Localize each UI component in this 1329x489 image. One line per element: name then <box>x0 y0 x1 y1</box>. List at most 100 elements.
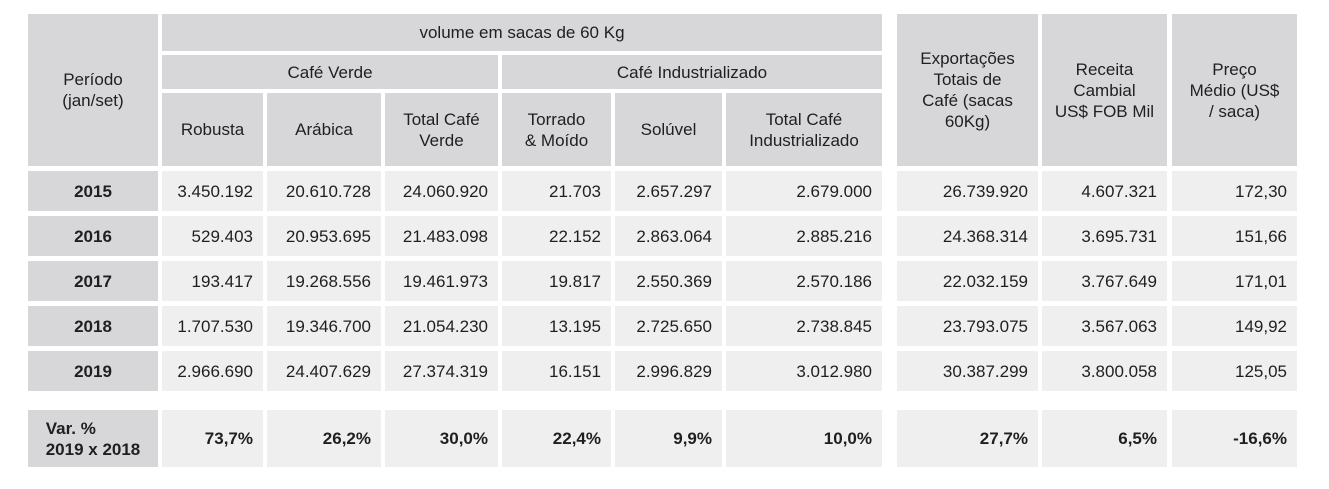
table-cell-soluvel: 2.996.829 <box>615 351 722 391</box>
variation-label: Var. % 2019 x 2018 <box>28 410 158 467</box>
table-cell-exportacoes-text: 22.032.159 <box>942 271 1028 291</box>
table-cell-torrado: 21.703 <box>502 171 611 211</box>
variation-cell-receita-text: 6,5% <box>1118 429 1157 448</box>
row-period-text: 2017 <box>74 271 112 291</box>
header-cafe-verde: Café Verde <box>162 55 498 89</box>
table-cell-preco-text: 125,05 <box>1235 361 1287 381</box>
table-cell-receita: 3.567.063 <box>1042 306 1167 346</box>
variation-cell-total-verde: 30,0% <box>385 410 498 467</box>
table-cell-arabica-text: 19.346.700 <box>285 316 371 336</box>
row-period: 2017 <box>28 261 158 301</box>
variation-cell-exportacoes: 27,7% <box>897 410 1038 467</box>
variation-cell-robusta-text: 73,7% <box>204 429 253 448</box>
variation-cell-soluvel: 9,9% <box>615 410 722 467</box>
variation-cell-total-verde-text: 30,0% <box>439 429 488 448</box>
table-cell-total-verde: 19.461.973 <box>385 261 498 301</box>
row-period: 2016 <box>28 216 158 256</box>
table-cell-robusta-text: 2.966.690 <box>177 361 253 381</box>
header-robusta-text: Robusta <box>180 120 245 139</box>
table-cell-robusta-text: 3.450.192 <box>177 181 253 201</box>
table-cell-exportacoes: 24.368.314 <box>897 216 1038 256</box>
table-cell-total-ind: 2.885.216 <box>726 216 882 256</box>
table-cell-arabica: 20.953.695 <box>267 216 381 256</box>
header-arabica: Arábica <box>267 93 381 166</box>
header-total-cafe-verde: Total Café Verde <box>385 93 498 166</box>
table-cell-total-ind-text: 2.885.216 <box>796 226 872 246</box>
table-cell-preco-text: 151,66 <box>1235 226 1287 246</box>
table-cell-robusta: 3.450.192 <box>162 171 263 211</box>
table-cell-receita-text: 3.767.649 <box>1081 271 1157 291</box>
table-cell-total-ind-text: 2.570.186 <box>796 271 872 291</box>
table-cell-preco: 172,30 <box>1172 171 1297 211</box>
table-cell-arabica: 24.407.629 <box>267 351 381 391</box>
variation-cell-preco: -16,6% <box>1172 410 1297 467</box>
table-cell-arabica: 19.346.700 <box>267 306 381 346</box>
table-cell-arabica-text: 20.953.695 <box>285 226 371 246</box>
table-cell-arabica-text: 20.610.728 <box>285 181 371 201</box>
table-cell-robusta-text: 193.417 <box>191 271 253 291</box>
header-total-cafe-industrializado: Total Café Industrializado <box>726 93 882 166</box>
header-receita-text: Receita Cambial US$ FOB Mil <box>1054 59 1155 121</box>
header-cafe-industrializado-text: Café Industrializado <box>616 62 768 82</box>
table-cell-robusta: 193.417 <box>162 261 263 301</box>
variation-cell-torrado-text: 22,4% <box>552 429 601 448</box>
variation-cell-arabica-text: 26,2% <box>322 429 371 448</box>
header-total-cafe-verde-text: Total Café Verde <box>403 109 480 150</box>
row-period: 2015 <box>28 171 158 211</box>
table-cell-soluvel: 2.725.650 <box>615 306 722 346</box>
header-receita: Receita Cambial US$ FOB Mil <box>1042 14 1167 166</box>
variation-cell-arabica: 26,2% <box>267 410 381 467</box>
variation-cell-preco-text: -16,6% <box>1233 429 1287 448</box>
header-volume-text: volume em sacas de 60 Kg <box>419 23 625 42</box>
header-period-text: Período (jan/set) <box>62 70 124 110</box>
table-cell-soluvel: 2.550.369 <box>615 261 722 301</box>
table-cell-total-ind-text: 3.012.980 <box>796 361 872 381</box>
row-period: 2019 <box>28 351 158 391</box>
header-exportacoes-text: Exportações Totais de Café (sacas 60Kg) <box>920 49 1015 131</box>
variation-label-text: Var. % 2019 x 2018 <box>45 418 141 459</box>
row-period-text: 2016 <box>74 226 112 246</box>
table-cell-torrado-text: 22.152 <box>549 226 601 246</box>
table-cell-preco-text: 149,92 <box>1235 316 1287 336</box>
table-cell-receita-text: 3.695.731 <box>1081 226 1157 246</box>
variation-cell-receita: 6,5% <box>1042 410 1167 467</box>
table-cell-total-verde-text: 21.054.230 <box>402 316 488 336</box>
header-period: Período (jan/set) <box>28 14 158 166</box>
row-period-text: 2015 <box>74 181 112 201</box>
header-robusta: Robusta <box>162 93 263 166</box>
table-cell-receita-text: 3.567.063 <box>1081 316 1157 336</box>
header-total-cafe-industrializado-text: Total Café Industrializado <box>749 109 859 150</box>
table-cell-arabica-text: 24.407.629 <box>285 361 371 381</box>
table-cell-preco: 149,92 <box>1172 306 1297 346</box>
table-cell-torrado-text: 13.195 <box>549 316 601 336</box>
table-cell-exportacoes: 26.739.920 <box>897 171 1038 211</box>
table-cell-torrado: 22.152 <box>502 216 611 256</box>
header-volume: volume em sacas de 60 Kg <box>162 14 882 51</box>
table-cell-torrado: 19.817 <box>502 261 611 301</box>
row-period: 2018 <box>28 306 158 346</box>
table-cell-total-ind: 2.738.845 <box>726 306 882 346</box>
table-cell-soluvel-text: 2.657.297 <box>636 181 712 201</box>
table-cell-total-verde-text: 21.483.098 <box>402 226 488 246</box>
header-cafe-industrializado: Café Industrializado <box>502 55 882 89</box>
table-cell-total-ind: 3.012.980 <box>726 351 882 391</box>
table-cell-robusta: 2.966.690 <box>162 351 263 391</box>
table-cell-preco-text: 172,30 <box>1235 181 1287 201</box>
table-cell-soluvel-text: 2.863.064 <box>636 226 712 246</box>
table-cell-soluvel-text: 2.996.829 <box>636 361 712 381</box>
table-cell-total-verde-text: 24.060.920 <box>402 181 488 201</box>
table-cell-arabica: 19.268.556 <box>267 261 381 301</box>
table-cell-total-ind-text: 2.679.000 <box>796 181 872 201</box>
table-cell-robusta: 1.707.530 <box>162 306 263 346</box>
header-exportacoes: Exportações Totais de Café (sacas 60Kg) <box>897 14 1038 166</box>
table-cell-total-verde: 27.374.319 <box>385 351 498 391</box>
table-cell-soluvel: 2.657.297 <box>615 171 722 211</box>
variation-cell-exportacoes-text: 27,7% <box>979 429 1028 448</box>
table-cell-exportacoes-text: 26.739.920 <box>942 181 1028 201</box>
table-cell-soluvel-text: 2.725.650 <box>636 316 712 336</box>
table-cell-soluvel-text: 2.550.369 <box>636 271 712 291</box>
variation-cell-robusta: 73,7% <box>162 410 263 467</box>
table-cell-torrado-text: 21.703 <box>549 181 601 201</box>
variation-cell-total-ind-text: 10,0% <box>823 429 872 448</box>
header-soluvel-text: Solúvel <box>640 120 697 139</box>
